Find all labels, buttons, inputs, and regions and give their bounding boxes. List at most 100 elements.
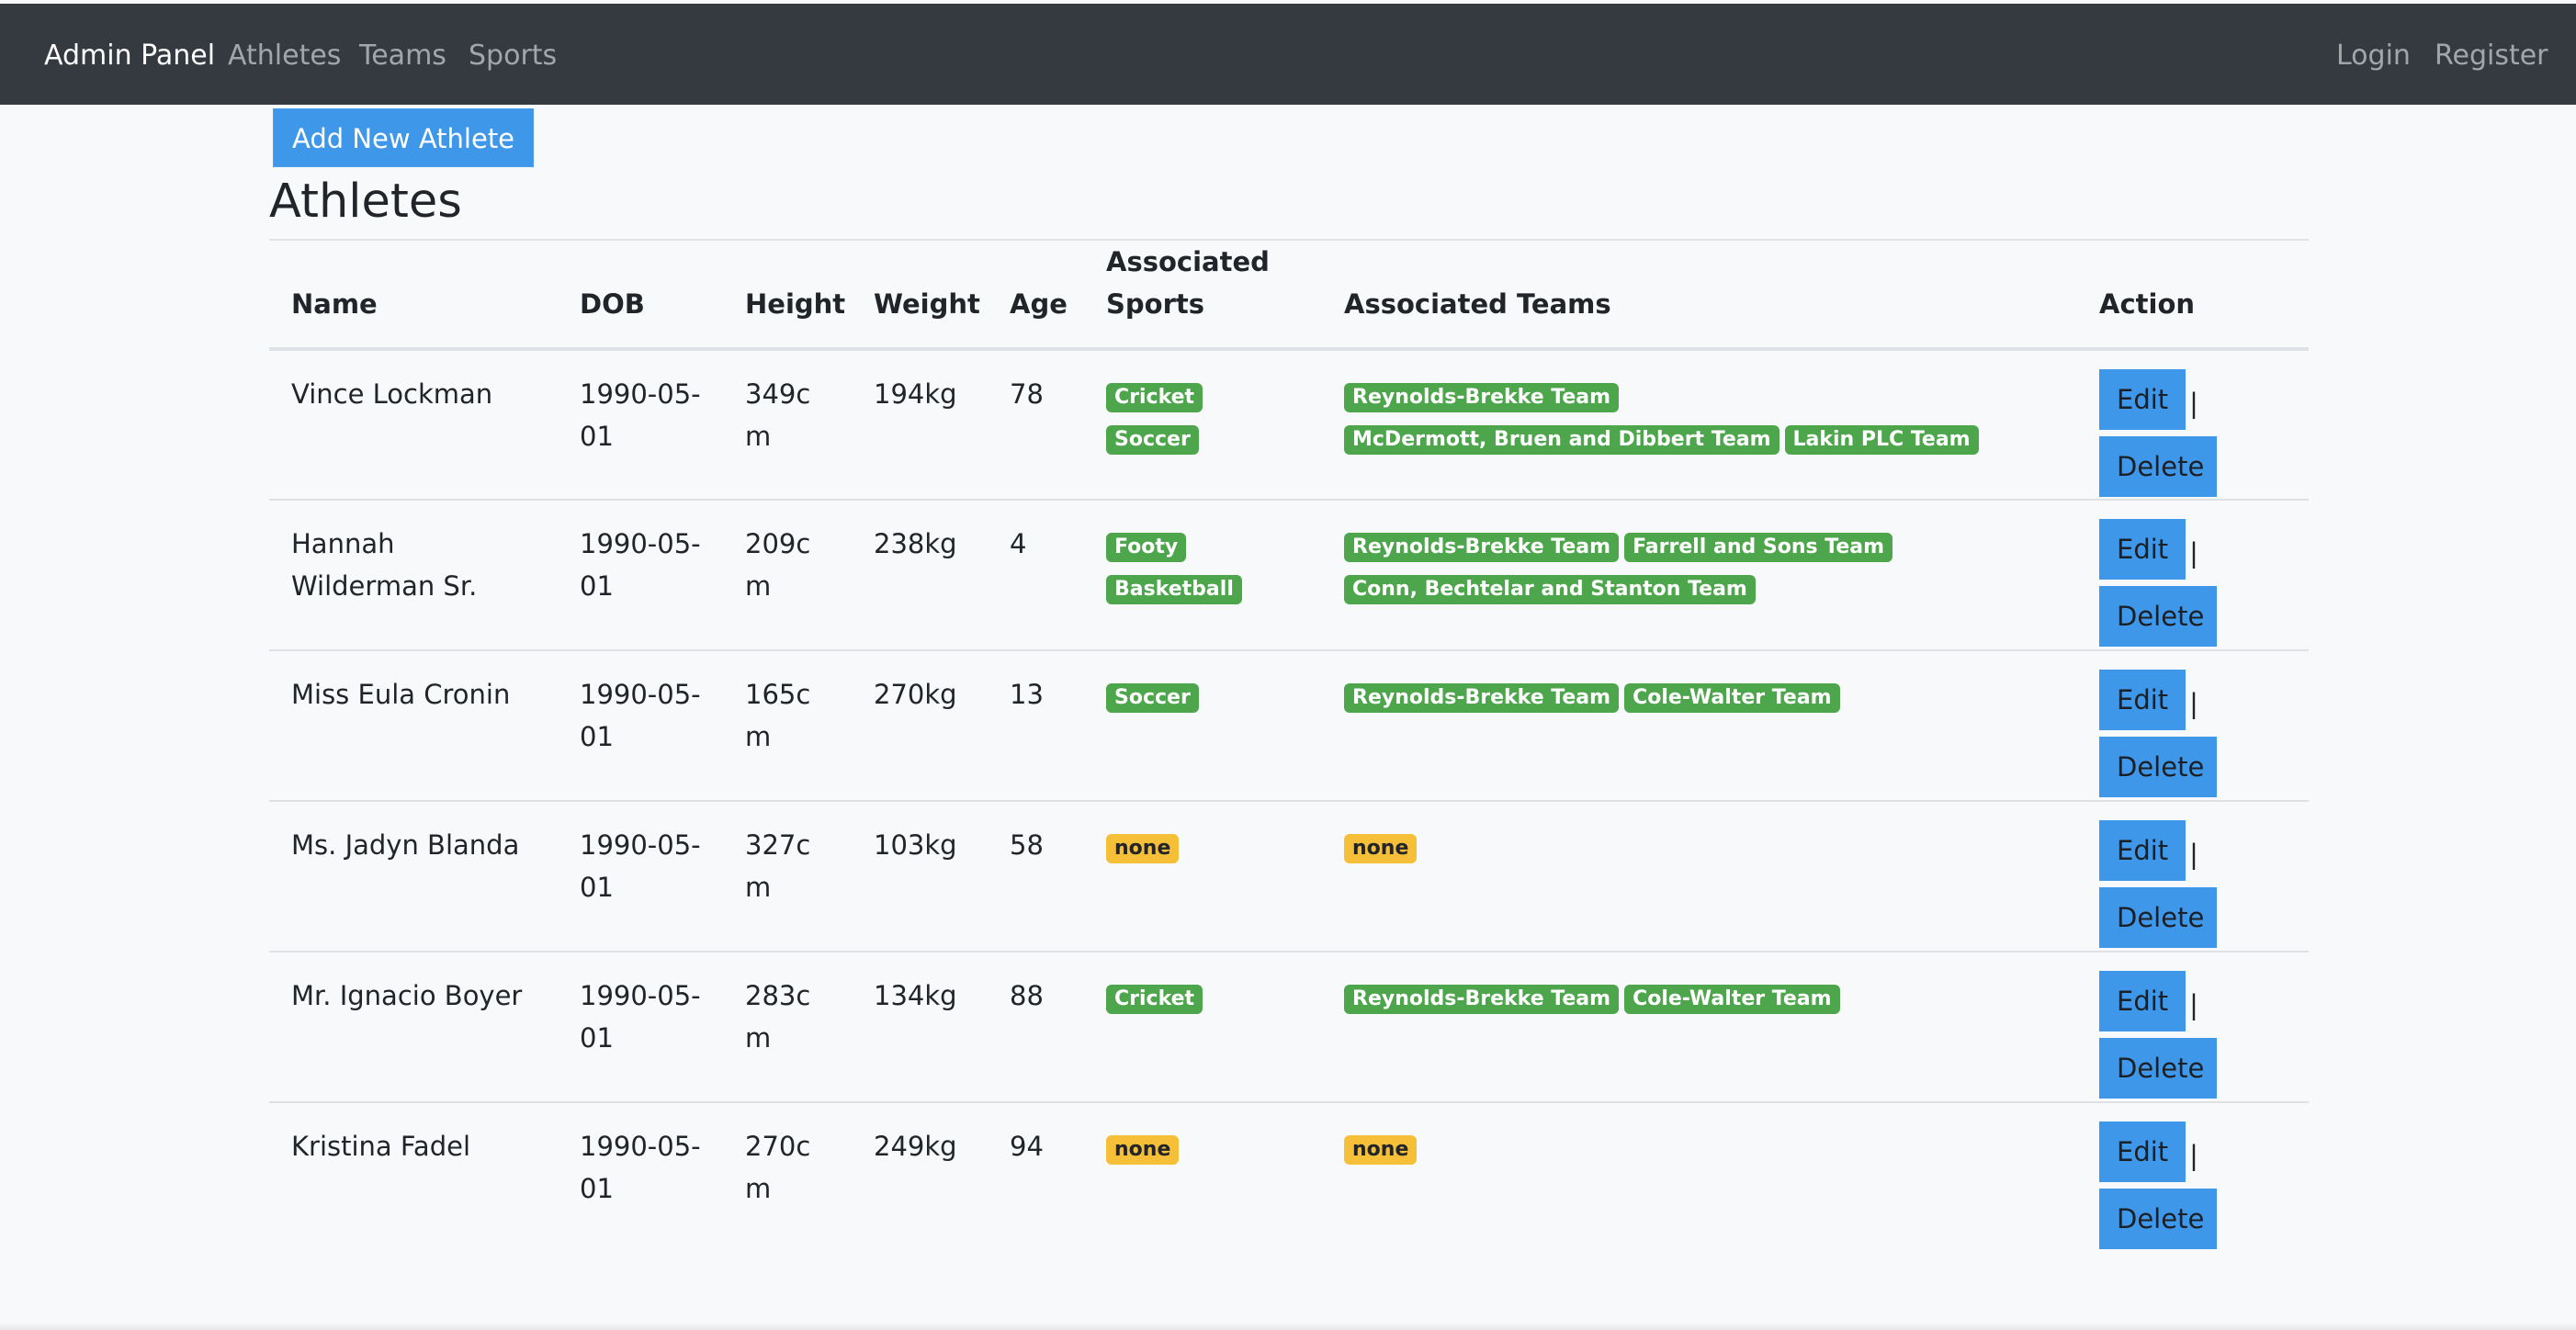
athlete-actions: Edit | Delete — [2077, 499, 2309, 650]
action-group: Edit | Delete — [2099, 670, 2287, 797]
nav-link-teams[interactable]: Teams — [359, 39, 446, 72]
team-badge: Reynolds-Brekke Team — [1344, 683, 1620, 713]
sport-badge: Cricket — [1106, 383, 1203, 412]
athlete-sports: none — [1084, 800, 1322, 952]
athlete-actions: Edit | Delete — [2077, 800, 2309, 952]
header-dob: DOB — [558, 241, 723, 351]
athlete-age: 4 — [988, 499, 1084, 650]
athlete-rows: Vince Lockman 1990-05-01 349cm 194kg 78 Crick… — [269, 348, 2309, 1253]
nav-link-login[interactable]: Login — [2336, 39, 2411, 72]
header-name: Name — [269, 241, 558, 351]
none-badge: none — [1106, 1135, 1180, 1165]
athlete-age: 78 — [988, 348, 1084, 500]
action-group: Edit | Delete — [2099, 820, 2287, 948]
athlete-dob: 1990-05-01 — [558, 348, 723, 500]
athlete-dob: 1990-05-01 — [558, 499, 723, 650]
team-badge: McDermott, Bruen and Dibbert Team — [1344, 425, 1779, 455]
edit-button[interactable]: Edit — [2099, 670, 2186, 730]
athlete-actions: Edit | Delete — [2077, 951, 2309, 1102]
delete-button[interactable]: Delete — [2099, 887, 2217, 948]
nav-link-register[interactable]: Register — [2435, 39, 2548, 72]
none-badge: none — [1106, 834, 1180, 863]
action-group: Edit | Delete — [2099, 369, 2287, 497]
action-separator: | — [2189, 388, 2198, 419]
top-strip — [0, 0, 2576, 4]
athlete-name: Miss Eula Cronin — [269, 649, 558, 801]
header-height: Height — [723, 241, 852, 351]
athlete-sports: Cricket Soccer — [1084, 348, 1322, 500]
edit-button[interactable]: Edit — [2099, 1121, 2186, 1182]
navbar: Admin Panel Athletes Teams Sports Login … — [0, 4, 2576, 105]
athlete-name: Mr. Ignacio Boyer — [269, 951, 558, 1102]
sport-badge: Soccer — [1106, 425, 1199, 455]
athlete-weight: 249kg — [852, 1101, 988, 1253]
nav-brand[interactable]: Admin Panel — [44, 39, 216, 72]
none-badge: none — [1344, 1135, 1418, 1165]
team-badge: Cole-Walter Team — [1624, 985, 1840, 1014]
action-separator: | — [2189, 1140, 2198, 1171]
action-separator: | — [2189, 688, 2198, 719]
athlete-name: Hannah Wilderman Sr. — [269, 499, 558, 650]
action-separator: | — [2189, 537, 2198, 569]
table-header-row: Name DOB Height Weight Age Associated Sp… — [269, 241, 2309, 351]
athlete-teams: none — [1322, 800, 2077, 952]
athlete-age: 58 — [988, 800, 1084, 952]
nav-link-athletes[interactable]: Athletes — [228, 39, 342, 72]
action-group: Edit | Delete — [2099, 971, 2287, 1099]
table-row: Mr. Ignacio Boyer 1990-05-01 283cm 134kg 88 C… — [269, 951, 2309, 1102]
athlete-weight: 134kg — [852, 951, 988, 1102]
sport-badge: Cricket — [1106, 985, 1203, 1014]
athlete-height: 349cm — [723, 348, 852, 500]
table-row: Hannah Wilderman Sr. 1990-05-01 209cm 238kg… — [269, 499, 2309, 650]
team-badge: Reynolds-Brekke Team — [1344, 533, 1620, 562]
edit-button[interactable]: Edit — [2099, 369, 2186, 430]
athlete-dob: 1990-05-01 — [558, 1101, 723, 1253]
delete-button[interactable]: Delete — [2099, 586, 2217, 647]
bottom-edge — [0, 1323, 2576, 1330]
sport-badge: Soccer — [1106, 683, 1199, 713]
edit-button[interactable]: Edit — [2099, 519, 2186, 580]
athlete-name: Kristina Fadel — [269, 1101, 558, 1253]
header-action: Action — [2077, 241, 2309, 351]
table-row: Miss Eula Cronin 1990-05-01 165cm 270kg 13 So… — [269, 649, 2309, 801]
header-associated-sports: Associated Sports — [1084, 241, 1322, 351]
none-badge: none — [1344, 834, 1418, 863]
athlete-weight: 103kg — [852, 800, 988, 952]
team-badge: Lakin PLC Team — [1784, 425, 1979, 455]
team-badge: Farrell and Sons Team — [1624, 533, 1893, 562]
sport-badge: Basketball — [1106, 575, 1242, 604]
athlete-age: 88 — [988, 951, 1084, 1102]
table-row: Kristina Fadel 1990-05-01 270cm 249kg 94 none… — [269, 1101, 2309, 1253]
team-badge: Reynolds-Brekke Team — [1344, 383, 1620, 412]
athlete-sports: Cricket — [1084, 951, 1322, 1102]
athlete-teams: Reynolds-Brekke Team Farrell and Sons Tea… — [1322, 499, 2077, 650]
athlete-teams: Reynolds-Brekke Team McDermott, Bruen and… — [1322, 348, 2077, 500]
athlete-dob: 1990-05-01 — [558, 800, 723, 952]
athlete-height: 209cm — [723, 499, 852, 650]
edit-button[interactable]: Edit — [2099, 971, 2186, 1031]
delete-button[interactable]: Delete — [2099, 737, 2217, 797]
title-divider — [269, 239, 2309, 241]
athlete-age: 94 — [988, 1101, 1084, 1253]
add-athlete-button[interactable]: Add New Athlete — [273, 108, 535, 167]
athlete-height: 270cm — [723, 1101, 852, 1253]
header-weight: Weight — [852, 241, 988, 351]
edit-button[interactable]: Edit — [2099, 820, 2186, 881]
action-separator: | — [2189, 839, 2198, 870]
athlete-actions: Edit | Delete — [2077, 1101, 2309, 1253]
athlete-weight: 270kg — [852, 649, 988, 801]
delete-button[interactable]: Delete — [2099, 1189, 2217, 1249]
athlete-sports: Soccer — [1084, 649, 1322, 801]
athlete-age: 13 — [988, 649, 1084, 801]
action-group: Edit | Delete — [2099, 1121, 2287, 1249]
delete-button[interactable]: Delete — [2099, 436, 2217, 497]
nav-link-sports[interactable]: Sports — [469, 39, 558, 72]
action-group: Edit | Delete — [2099, 519, 2287, 647]
athlete-teams: Reynolds-Brekke Team Cole-Walter Team — [1322, 951, 2077, 1102]
athletes-table: Name DOB Height Weight Age Associated Sp… — [269, 241, 2309, 1253]
action-separator: | — [2189, 989, 2198, 1020]
delete-button[interactable]: Delete — [2099, 1038, 2217, 1099]
athlete-sports: none — [1084, 1101, 1322, 1253]
team-badge: Conn, Bechtelar and Stanton Team — [1344, 575, 1756, 604]
athlete-actions: Edit | Delete — [2077, 348, 2309, 500]
